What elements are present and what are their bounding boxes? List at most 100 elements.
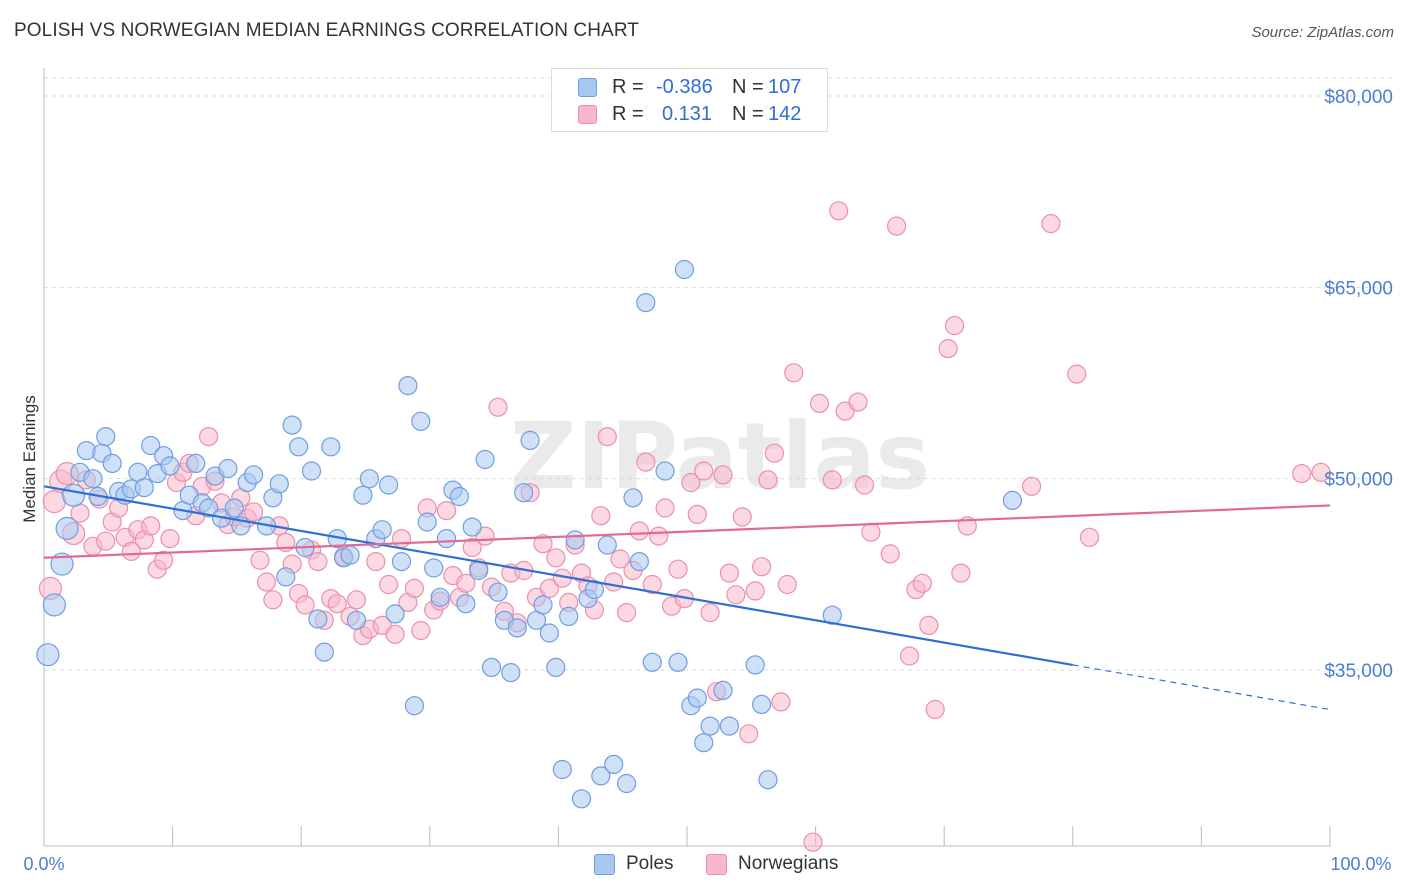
norwegians-point xyxy=(668,559,688,579)
poles-point xyxy=(758,770,778,790)
norwegians-point xyxy=(745,581,765,601)
correlation-legend: R = -0.386 N = 107 R = 0.131 N = 142 xyxy=(551,68,828,132)
norwegians-point xyxy=(636,452,656,472)
norwegians-point xyxy=(944,316,965,336)
poles-point xyxy=(83,469,103,489)
norwegians-point xyxy=(591,506,611,526)
poles-point xyxy=(199,498,219,518)
norwegians-point xyxy=(141,516,161,536)
norwegians-point xyxy=(456,573,476,593)
poles-point xyxy=(61,483,86,507)
norwegians-point xyxy=(642,574,662,595)
norwegians-point xyxy=(327,594,347,614)
trend-lines xyxy=(43,485,1331,711)
legend-row-norwegians: R = 0.131 N = 142 xyxy=(552,100,827,127)
legend-item-norwegians[interactable]: Norwegians xyxy=(706,852,856,878)
norwegians-point xyxy=(121,541,141,562)
poles-point xyxy=(481,657,502,678)
poles-point xyxy=(269,474,289,494)
poles-point xyxy=(398,376,418,396)
poles-point xyxy=(340,545,360,565)
norwegians-swatch xyxy=(578,105,597,124)
poles-point xyxy=(655,461,675,481)
y-tick-label: $80,000 xyxy=(1324,87,1393,108)
norwegians-point xyxy=(655,498,675,518)
legend-item-poles[interactable]: Poles xyxy=(594,852,694,878)
poles-point xyxy=(289,437,309,457)
poles-point xyxy=(533,595,553,615)
norwegians-point xyxy=(1079,527,1100,547)
poles-point xyxy=(141,435,161,456)
poles-point xyxy=(36,643,60,667)
poles-point xyxy=(501,662,521,683)
y-tick-label: $65,000 xyxy=(1324,278,1393,299)
poles-point xyxy=(276,567,296,587)
poles-point xyxy=(629,551,650,572)
norwegians-point xyxy=(758,470,778,490)
norwegians-point xyxy=(404,578,424,599)
poles-point xyxy=(552,759,572,780)
poles-legend-label: Poles xyxy=(626,853,674,874)
norwegians-point xyxy=(771,692,791,712)
norwegians-point xyxy=(1021,476,1042,496)
poles-point xyxy=(160,456,180,476)
poles-trend-extension xyxy=(1072,664,1331,711)
norwegians-point xyxy=(713,465,733,485)
norwegians-point xyxy=(391,528,412,549)
poles-point xyxy=(559,606,579,627)
norwegians-legend-label: Norwegians xyxy=(738,853,839,874)
y-tick-label: $35,000 xyxy=(1324,661,1393,682)
norwegians-point xyxy=(436,501,457,521)
poles-point xyxy=(1002,490,1023,510)
norwegians-point xyxy=(295,595,315,615)
norwegians-point xyxy=(854,475,875,495)
norwegians-point xyxy=(784,363,804,383)
norwegians-point xyxy=(951,563,971,583)
poles-point xyxy=(282,415,302,435)
poles-point xyxy=(391,551,412,572)
poles-point xyxy=(96,427,116,447)
poles-point xyxy=(353,485,373,505)
norwegians-point xyxy=(488,397,508,417)
poles-point xyxy=(308,609,328,629)
norwegians-point xyxy=(604,572,624,592)
poles-point xyxy=(674,259,695,280)
norwegians-point xyxy=(244,502,264,522)
norwegians-point xyxy=(346,590,367,610)
poles-point xyxy=(488,582,508,602)
legend-row-poles: R = -0.386 N = 107 xyxy=(552,73,827,100)
poles-point xyxy=(55,516,79,541)
norwegians-point xyxy=(411,620,431,641)
norwegians-point xyxy=(694,461,714,481)
poles-point xyxy=(668,652,688,672)
poles-point xyxy=(346,610,367,630)
norwegians-point xyxy=(732,507,752,527)
poles-point xyxy=(385,604,405,624)
poles-point xyxy=(379,475,399,495)
x-tick-label-max: 100.0% xyxy=(1330,854,1391,874)
norwegians-point xyxy=(687,504,707,525)
norwegians-point xyxy=(681,472,701,493)
norwegians-point xyxy=(616,602,637,623)
y-tick-label: $50,000 xyxy=(1324,470,1393,491)
norwegians-point xyxy=(42,490,66,514)
norwegians-point xyxy=(462,537,482,558)
poles-legend-swatch xyxy=(594,854,615,875)
norwegians-point xyxy=(96,531,116,551)
source-label: Source: ZipAtlas.com xyxy=(1251,24,1394,41)
norwegians-point xyxy=(539,578,560,599)
poles-point xyxy=(571,789,592,809)
norwegians-point xyxy=(719,563,740,583)
poles-swatch xyxy=(578,78,597,97)
norwegians-legend-swatch xyxy=(706,854,727,875)
poles-point xyxy=(424,558,444,578)
poles-point xyxy=(430,587,450,607)
poles-point xyxy=(186,453,206,473)
norwegians-point xyxy=(597,427,617,447)
norwegians-point xyxy=(379,574,399,595)
x-tick-label-min: 0.0% xyxy=(23,854,64,874)
poles-point xyxy=(321,437,341,457)
norwegians-point xyxy=(726,585,746,605)
norwegians-n-value: 142 xyxy=(768,103,802,125)
